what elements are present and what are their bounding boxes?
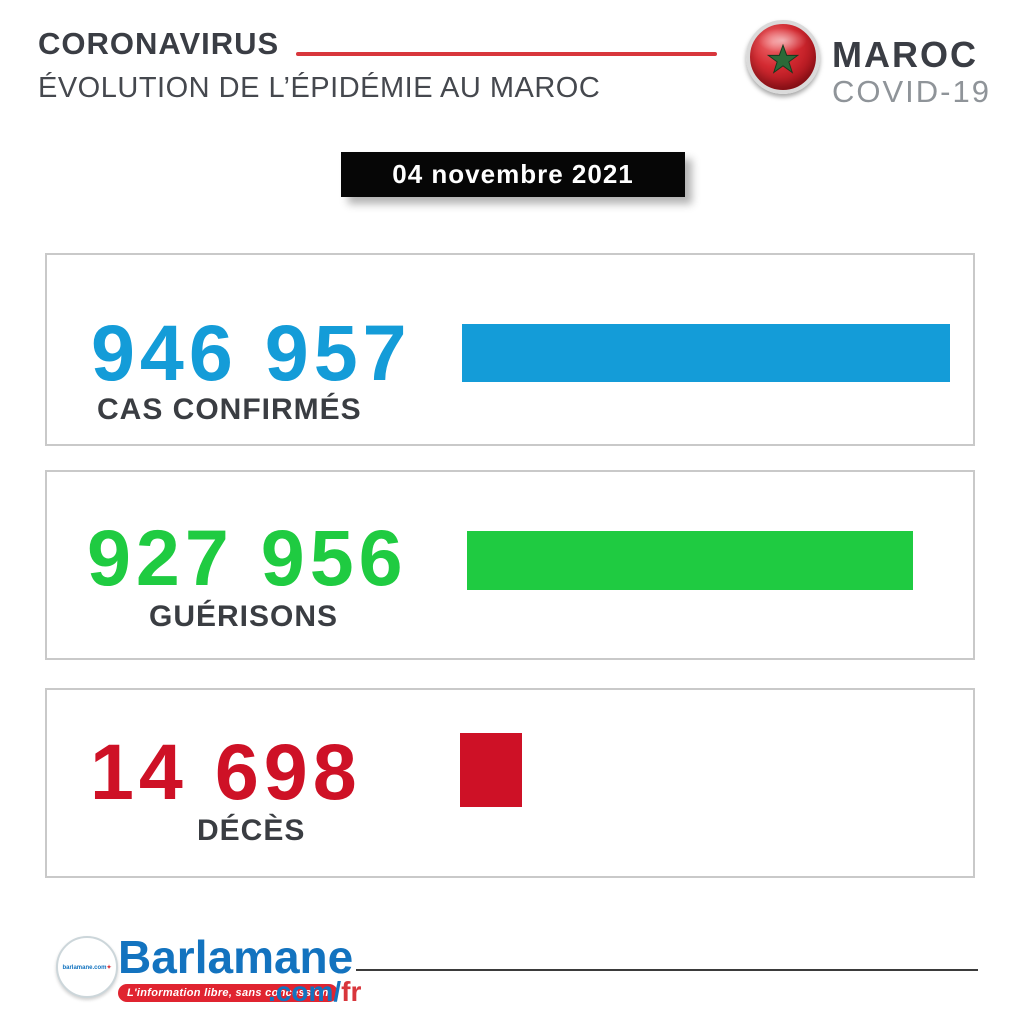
confirmed-value: 946 957	[91, 308, 412, 397]
country-label: MAROC	[832, 34, 978, 75]
deaths-value: 14 698	[90, 727, 362, 816]
covid19-label: COVID-19	[832, 74, 991, 109]
domain-suffix: fr	[341, 976, 362, 1007]
page-title: CORONAVIRUS	[38, 26, 280, 61]
stat-card-recovered: 927 956 GUÉRISONS	[45, 470, 975, 660]
recovered-value: 927 956	[87, 513, 408, 602]
header-divider-line	[296, 52, 717, 56]
stat-card-deaths: 14 698 DÉCÈS	[45, 688, 975, 878]
page-subtitle: ÉVOLUTION DE L’ÉPIDÉMIE AU MAROC	[38, 72, 601, 104]
deaths-bar	[460, 733, 522, 807]
date-badge: 04 novembre 2021	[341, 152, 685, 197]
barlamane-logo-icon: barlamane.com✦	[56, 936, 118, 998]
stat-card-confirmed: 946 957 CAS CONFIRMÉS	[45, 253, 975, 446]
logo-circle-text: barlamane.com✦	[62, 964, 112, 971]
brand-name: Barlamane	[118, 931, 354, 983]
deaths-label: DÉCÈS	[197, 814, 306, 847]
footer-divider-line	[356, 969, 978, 971]
confirmed-bar	[462, 324, 950, 382]
confirmed-label: CAS CONFIRMÉS	[97, 393, 362, 426]
star-icon	[766, 43, 800, 74]
brand-domain: .com/fr	[268, 976, 361, 1008]
recovered-bar	[467, 531, 913, 590]
brand-tagline: L'information libre, sans concession	[118, 984, 338, 1002]
recovered-label: GUÉRISONS	[149, 600, 339, 633]
domain-main: .com/	[268, 976, 342, 1007]
morocco-flag-icon	[746, 20, 820, 94]
